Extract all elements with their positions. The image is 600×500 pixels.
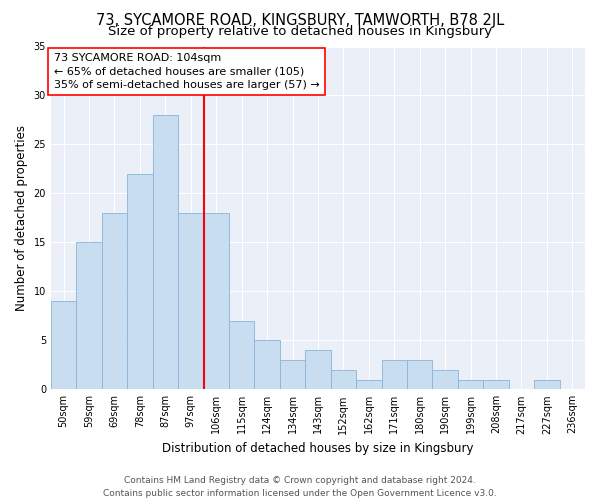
Bar (331, 370, 356, 390)
Bar (483, 380, 509, 390)
Bar (280, 360, 305, 390)
Bar (458, 380, 483, 390)
Bar (127, 174, 152, 390)
Bar (407, 360, 433, 390)
Text: 73, SYCAMORE ROAD, KINGSBURY, TAMWORTH, B78 2JL: 73, SYCAMORE ROAD, KINGSBURY, TAMWORTH, … (96, 12, 504, 28)
Bar (356, 380, 382, 390)
Bar (254, 340, 280, 390)
Bar (382, 360, 407, 390)
Bar (229, 320, 254, 390)
Bar (305, 350, 331, 390)
Bar (102, 213, 127, 390)
Bar (178, 213, 203, 390)
X-axis label: Distribution of detached houses by size in Kingsbury: Distribution of detached houses by size … (162, 442, 474, 455)
Bar (152, 115, 178, 390)
Bar (51, 301, 76, 390)
Bar (76, 242, 102, 390)
Text: 73 SYCAMORE ROAD: 104sqm
← 65% of detached houses are smaller (105)
35% of semi-: 73 SYCAMORE ROAD: 104sqm ← 65% of detach… (53, 54, 319, 90)
Text: Contains HM Land Registry data © Crown copyright and database right 2024.
Contai: Contains HM Land Registry data © Crown c… (103, 476, 497, 498)
Y-axis label: Number of detached properties: Number of detached properties (15, 125, 28, 311)
Bar (433, 370, 458, 390)
Bar (203, 213, 229, 390)
Text: Size of property relative to detached houses in Kingsbury: Size of property relative to detached ho… (108, 25, 492, 38)
Bar (534, 380, 560, 390)
